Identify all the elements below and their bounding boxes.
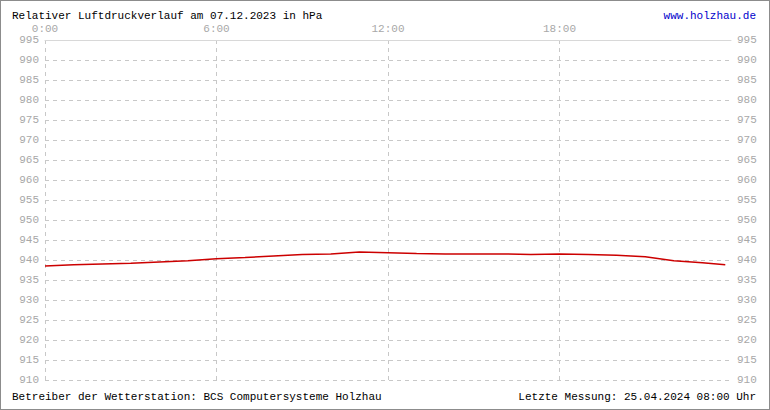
svg-text:Relativer Luftdruckverlauf am: Relativer Luftdruckverlauf am 07.12.2023…: [12, 10, 323, 22]
svg-text:www.holzhau.de: www.holzhau.de: [664, 10, 756, 22]
svg-text:Letzte Messung: 25.04.2024 08:: Letzte Messung: 25.04.2024 08:00 Uhr: [518, 391, 756, 403]
svg-text:980: 980: [737, 94, 757, 106]
svg-text:12:00: 12:00: [371, 23, 404, 35]
svg-text:960: 960: [19, 174, 39, 186]
svg-text:935: 935: [19, 274, 39, 286]
svg-text:965: 965: [19, 154, 39, 166]
svg-text:950: 950: [19, 214, 39, 226]
svg-text:975: 975: [737, 114, 757, 126]
svg-text:995: 995: [19, 34, 39, 46]
svg-text:18:00: 18:00: [543, 23, 576, 35]
svg-text:960: 960: [737, 174, 757, 186]
svg-text:935: 935: [737, 274, 757, 286]
svg-text:955: 955: [19, 194, 39, 206]
svg-text:940: 940: [19, 254, 39, 266]
svg-text:945: 945: [19, 234, 39, 246]
svg-text:910: 910: [737, 374, 757, 386]
svg-text:965: 965: [737, 154, 757, 166]
svg-text:915: 915: [737, 354, 757, 366]
svg-text:995: 995: [737, 34, 757, 46]
svg-text:985: 985: [19, 74, 39, 86]
svg-text:920: 920: [19, 334, 39, 346]
svg-text:970: 970: [737, 134, 757, 146]
svg-text:Betreiber der Wetterstation: B: Betreiber der Wetterstation: BCS Compute…: [12, 391, 382, 403]
svg-text:950: 950: [737, 214, 757, 226]
svg-text:980: 980: [19, 94, 39, 106]
svg-text:930: 930: [19, 294, 39, 306]
svg-text:985: 985: [737, 74, 757, 86]
svg-text:6:00: 6:00: [203, 23, 229, 35]
svg-text:990: 990: [737, 54, 757, 66]
svg-text:925: 925: [737, 314, 757, 326]
svg-text:990: 990: [19, 54, 39, 66]
svg-text:955: 955: [737, 194, 757, 206]
svg-text:915: 915: [19, 354, 39, 366]
svg-text:945: 945: [737, 234, 757, 246]
svg-text:925: 925: [19, 314, 39, 326]
svg-text:0:00: 0:00: [32, 23, 58, 35]
svg-text:910: 910: [19, 374, 39, 386]
svg-text:940: 940: [737, 254, 757, 266]
svg-text:975: 975: [19, 114, 39, 126]
svg-text:930: 930: [737, 294, 757, 306]
svg-text:970: 970: [19, 134, 39, 146]
svg-text:920: 920: [737, 334, 757, 346]
